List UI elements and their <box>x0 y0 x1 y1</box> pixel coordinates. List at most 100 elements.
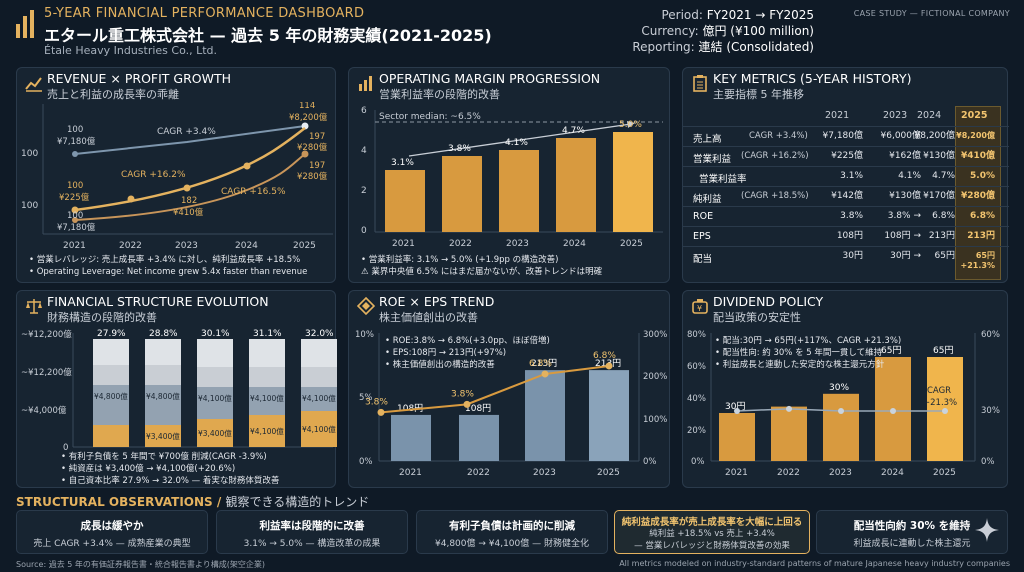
ni-point <box>72 217 78 223</box>
table-cell: 4.7% <box>932 171 955 181</box>
eps-label: 108円 <box>465 403 491 414</box>
trend-arrow <box>408 123 632 157</box>
dashboard-eyebrow: 5-YEAR FINANCIAL PERFORMANCE DASHBOARD <box>44 6 365 21</box>
op-mid-sub: ¥410億 <box>173 207 204 218</box>
payout-point <box>838 408 844 414</box>
panel-subtitle: 主要指標 5 年推移 <box>713 88 804 101</box>
x-tick: 2023 <box>829 468 852 478</box>
note-line: ⚠ 業界中央値 6.5% にはまだ届かないが、改善トレンドは明確 <box>361 267 603 277</box>
period-value: FY2021 → FY2025 <box>706 8 814 22</box>
trend-line-icon <box>25 77 42 92</box>
observation-title: 利益率は段階的に改善 <box>259 520 365 532</box>
x-tick: 2022 <box>467 468 490 478</box>
dashboard-bars-icon <box>16 10 34 38</box>
x-tick: 2024 <box>235 241 258 251</box>
panel-notes: • 営業利益率: 3.1% → 5.0% (+1.9pp の構造改善) ⚠ 業界… <box>361 254 602 278</box>
dividend-bar <box>771 406 807 461</box>
row-label: 純利益 <box>693 194 722 205</box>
observation-desc: 利益成長に連動した株主還元 <box>853 539 971 549</box>
margin-bar-label: 4.1% <box>505 138 528 148</box>
table-cell: 30円 → <box>890 251 921 261</box>
observation-title: 成長は緩やか <box>80 520 144 532</box>
row-label: EPS <box>693 231 711 242</box>
op-mid: 182 <box>181 196 197 206</box>
table-cell: ¥8,200億 <box>914 131 956 141</box>
y-left-tick: 80% <box>687 330 706 340</box>
equity-label: ¥4,100億 <box>250 426 284 436</box>
row-label: 売上高 <box>693 134 722 145</box>
ni-cagr: CAGR +16.5% <box>221 187 286 197</box>
row-cagr: (CAGR +16.2%) <box>741 151 809 161</box>
y-left-tick: 5% <box>359 393 373 403</box>
table-row: 営業利益 (CAGR +16.2%) ¥225億 ¥162億 ¥130億 ¥410億 <box>683 146 1009 166</box>
table-cell: ¥162億 <box>889 151 921 161</box>
eps-label: 108円 <box>397 403 423 414</box>
equity-bar <box>93 425 129 447</box>
ni-point <box>301 150 309 158</box>
revenue-start-sub: ¥7,180億 <box>57 136 96 147</box>
table-cell: ¥6,000億 <box>880 131 922 141</box>
margin-bar-label: 4.7% <box>562 126 585 136</box>
table-cell: 108円 <box>836 231 863 241</box>
money-bag-icon: ¥ <box>692 299 708 314</box>
other-liabilities-bar <box>197 339 233 367</box>
panel-revenue-profit: REVENUE × PROFIT GROWTH 売上と利益の成長率の乖離 100… <box>16 67 336 283</box>
observation-card: 有利子負債は計画的に削減 ¥4,800億 → ¥4,100億 — 財務健全化 <box>416 510 608 554</box>
x-tick: 2022 <box>449 239 472 249</box>
margin-bar-label: 3.8% <box>448 144 471 154</box>
panel-notes: • 営業レバレッジ: 売上成長率 +3.4% に対し、純利益成長率 +18.5%… <box>29 254 307 278</box>
x-tick: 2025 <box>620 239 643 249</box>
margin-bar <box>499 150 539 232</box>
x-tick: 2024 <box>563 239 586 249</box>
currency-value: 億円 (¥100 million) <box>702 24 814 38</box>
y-left-tick: 20% <box>687 426 706 436</box>
table-cell: 3.1% <box>840 171 863 181</box>
note-line: • Operating Leverage: Net income grew 5.… <box>29 267 308 277</box>
panel-operating-margin: OPERATING MARGIN PROGRESSION 営業利益率の段階的改善… <box>348 67 670 283</box>
column-header: 2025 <box>961 110 988 121</box>
y-right-tick: 300% <box>643 330 667 340</box>
roe-eps-chart: 0% 5% 10% 0% 100% 200% 300% 108円 3.8% 2021… <box>355 330 667 478</box>
methodology-note: All metrics modeled on industry-standard… <box>619 559 1010 568</box>
cagr-value: +21.3% <box>923 398 957 408</box>
note-line: • 純資産は ¥3,400億 → ¥4,100億(+20.6%) <box>61 464 236 474</box>
observation-title: 配当性向約 30% を維持 <box>853 520 971 532</box>
y-tick: 2 <box>361 186 367 196</box>
debt-label: ¥4,800億 <box>146 391 180 401</box>
table-cell: 3.8% → <box>887 211 921 221</box>
panel-title: FINANCIAL STRUCTURE EVOLUTION <box>47 294 269 309</box>
observation-title: 有利子負債は計画的に削減 <box>449 520 575 532</box>
debt-label: ¥4,100億 <box>250 393 284 403</box>
table-cell: 213円 <box>928 231 955 241</box>
operating-margin-chart: 0 2 4 6 Sector median: ~6.5% 3.1% 3.8% 4.1… <box>361 106 663 249</box>
x-tick: 2021 <box>392 239 415 249</box>
panel-title: KEY METRICS (5-YEAR HISTORY) <box>713 71 912 86</box>
svg-text:¥: ¥ <box>697 304 702 313</box>
ni-end: 197 <box>309 161 325 171</box>
op-start: 100 <box>67 181 83 191</box>
margin-bar <box>556 138 596 232</box>
equity-label: ¥3,400億 <box>198 428 232 438</box>
sparkle-icon <box>975 518 999 542</box>
roe-point <box>605 362 613 370</box>
observation-desc: ¥4,800億 → ¥4,100億 — 財務健全化 <box>435 539 589 549</box>
rev-end: 114 <box>299 102 315 111</box>
row-label: 営業利益 <box>693 154 732 165</box>
margin-bar <box>442 156 482 232</box>
revenue-point <box>301 122 309 130</box>
roe-label: 6.8% <box>529 359 552 369</box>
equity-ratio-label: 30.1% <box>201 329 230 339</box>
row-label: ROE <box>693 211 714 222</box>
y-left-tick: 60% <box>687 362 706 372</box>
note-line: • EPS:108円 → 213円(+97%) <box>385 348 506 358</box>
op-end-sub: ¥280億 <box>297 142 328 153</box>
table-cell: ¥8,200億 <box>956 131 995 140</box>
debt-label: ¥4,100億 <box>302 393 336 403</box>
roe-point <box>377 408 385 416</box>
table-cell: ¥7,180億 <box>822 131 864 141</box>
highlight-column-2025 <box>955 106 1001 280</box>
table-cell: ¥142億 <box>831 191 863 201</box>
row-label: 営業利益率 <box>699 174 747 185</box>
roe-label: 3.8% <box>365 397 388 407</box>
trend-arrow-head <box>627 121 635 128</box>
